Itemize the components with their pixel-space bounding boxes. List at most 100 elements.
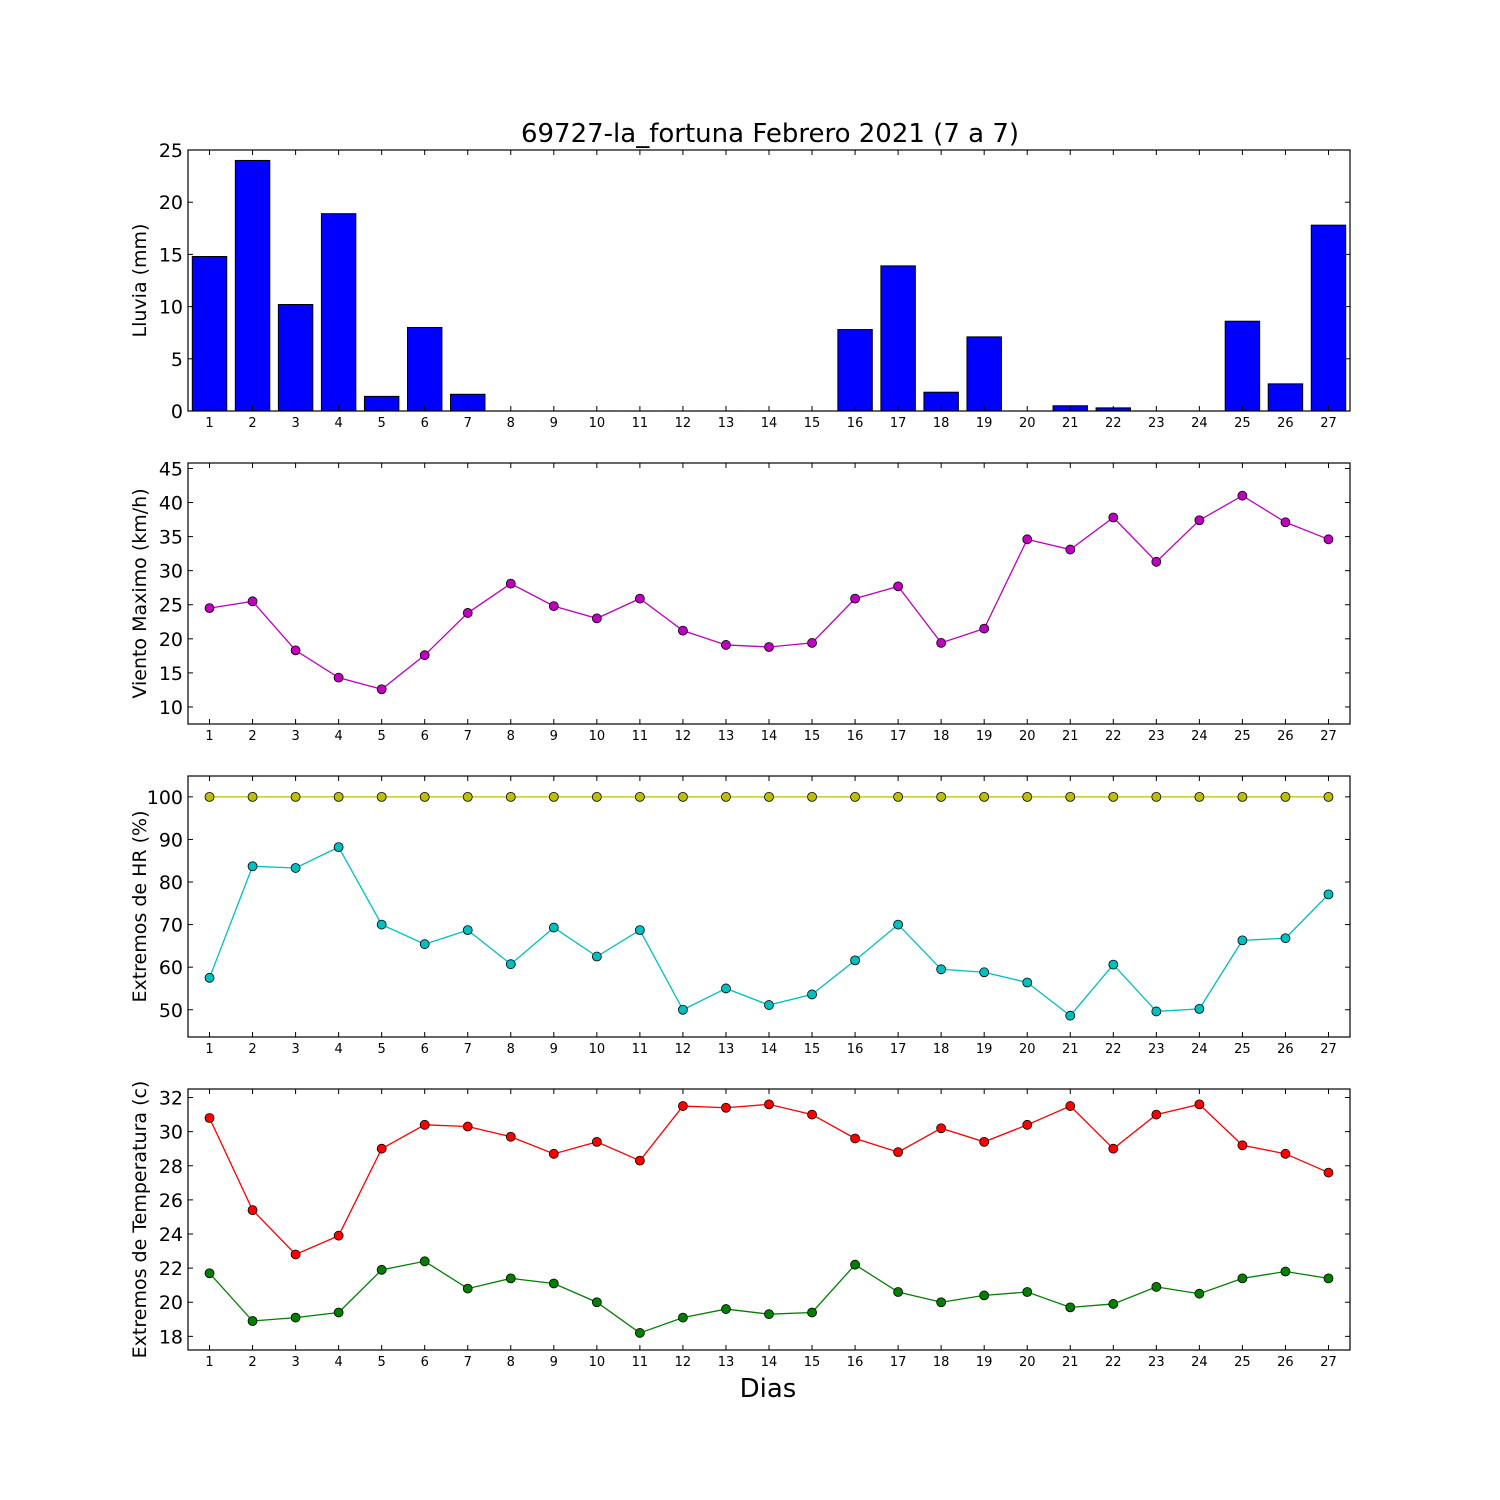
- series-1-point-day-15: [807, 791, 817, 802]
- x-tick-label: 5: [378, 416, 386, 431]
- x-tick-label: 13: [718, 1355, 735, 1370]
- x-tick-label: 9: [550, 1042, 558, 1057]
- x-tick-label: 11: [632, 1355, 649, 1370]
- x-tick-label: 12: [675, 1042, 692, 1057]
- series-1-point-day-25: [1237, 490, 1248, 501]
- series-2-point-day-13: [721, 983, 731, 994]
- x-axis-label: Dias: [740, 1374, 797, 1404]
- series-1-point-day-6: [419, 791, 430, 802]
- series-1-point-day-19: [979, 623, 990, 634]
- x-tick-label: 22: [1105, 729, 1122, 744]
- x-tick-label: 6: [421, 416, 429, 431]
- series-2-point-day-14: [764, 1000, 774, 1010]
- rain-bar-day-16: [837, 329, 873, 412]
- series-2-point-day-25: [1237, 1273, 1248, 1284]
- x-tick-label: 2: [248, 1355, 256, 1370]
- x-tick-label: 26: [1277, 1355, 1294, 1370]
- series-1-point-day-11: [634, 593, 645, 604]
- rain-bar-day-6: [406, 326, 443, 412]
- x-tick-label: 26: [1277, 416, 1294, 431]
- series-2-point-day-6: [419, 939, 430, 950]
- series-1-point-day-23: [1151, 1109, 1162, 1120]
- series-2-point-day-4: [333, 842, 344, 853]
- series-1-point-day-21: [1065, 791, 1076, 802]
- y-tick-label: 30: [159, 561, 183, 583]
- x-tick-label: 3: [291, 729, 299, 744]
- series-1-point-day-4: [333, 672, 344, 683]
- x-tick-label: 16: [847, 729, 864, 744]
- rain-bar-day-2: [234, 159, 271, 412]
- series-1-point-day-9: [548, 1148, 559, 1159]
- series-2-point-day-2: [247, 1316, 258, 1326]
- x-tick-label: 27: [1320, 729, 1337, 744]
- series-2-point-day-21: [1065, 1010, 1076, 1021]
- series-2-point-day-4: [333, 1307, 344, 1318]
- x-tick-label: 14: [761, 416, 778, 431]
- series-1-point-day-20: [1022, 1119, 1033, 1130]
- series-1-point-day-16: [850, 791, 860, 802]
- series-1-point-day-27: [1323, 1167, 1334, 1178]
- x-tick-label: 3: [291, 1042, 299, 1057]
- x-tick-label: 4: [334, 729, 342, 744]
- chart-title: 69727-la_fortuna Febrero 2021 (7 a 7): [521, 119, 1019, 149]
- y-tick-label: 18: [159, 1326, 183, 1348]
- series-2-point-day-16: [850, 1259, 860, 1270]
- series-1-point-day-12: [678, 1101, 688, 1111]
- series-2-point-day-24: [1194, 1003, 1205, 1014]
- x-tick-label: 20: [1019, 1042, 1036, 1057]
- series-2-point-day-18: [936, 964, 947, 975]
- series-2-point-day-11: [634, 1328, 645, 1338]
- series-2-point-day-1: [204, 1268, 215, 1279]
- series-2-point-day-5: [376, 919, 387, 930]
- y-tick-label: 26: [159, 1190, 183, 1212]
- x-tick-label: 10: [589, 1355, 606, 1370]
- x-tick-label: 9: [550, 416, 558, 431]
- series-2-point-day-15: [807, 989, 817, 1000]
- series-2-point-day-6: [419, 1256, 430, 1267]
- series-2-point-day-12: [678, 1004, 688, 1015]
- x-tick-label: 25: [1234, 729, 1251, 744]
- series-2-point-day-18: [936, 1297, 947, 1308]
- x-tick-label: 24: [1191, 729, 1208, 744]
- x-tick-label: 23: [1148, 729, 1165, 744]
- y-tick-label: 10: [159, 697, 183, 719]
- rain-bar-day-19: [966, 336, 1002, 412]
- series-1-point-day-14: [764, 791, 774, 802]
- rain-bar-day-25: [1224, 320, 1261, 412]
- x-tick-label: 14: [761, 1042, 778, 1057]
- x-tick-label: 1: [205, 1355, 213, 1370]
- series-1-point-day-25: [1237, 1140, 1248, 1151]
- x-tick-label: 16: [847, 1355, 864, 1370]
- series-1-point-day-7: [462, 791, 473, 802]
- series-2-point-day-22: [1108, 959, 1119, 970]
- x-tick-label: 1: [205, 729, 213, 744]
- y-tick-label: 80: [159, 872, 183, 894]
- series-2-point-day-17: [893, 919, 904, 930]
- y-tick-label: 5: [171, 349, 183, 371]
- x-tick-label: 1: [205, 1042, 213, 1057]
- rain-bar-day-4: [320, 213, 357, 412]
- series-1-point-day-25: [1237, 791, 1248, 802]
- x-tick-label: 6: [421, 1042, 429, 1057]
- rain-bar-day-1: [191, 255, 228, 412]
- series-1-point-day-18: [936, 638, 947, 648]
- series-1-point-day-16: [850, 1133, 860, 1144]
- rain-bar-day-17: [880, 265, 916, 412]
- x-tick-label: 4: [334, 1355, 342, 1370]
- series-2-point-day-25: [1237, 935, 1248, 946]
- x-tick-label: 18: [933, 729, 950, 744]
- x-tick-label: 27: [1320, 1355, 1337, 1370]
- series-1-point-day-2: [247, 791, 258, 802]
- x-tick-label: 21: [1062, 1355, 1079, 1370]
- series-1-point-day-6: [419, 650, 430, 661]
- series-1-point-day-12: [678, 625, 688, 636]
- x-tick-label: 8: [507, 729, 515, 744]
- x-tick-label: 1: [205, 416, 213, 431]
- series-2-point-day-19: [979, 1290, 990, 1301]
- series-1-point-day-13: [721, 640, 731, 650]
- series-1-point-day-2: [247, 1205, 258, 1216]
- series-2-point-day-3: [290, 863, 301, 873]
- x-tick-label: 21: [1062, 729, 1079, 744]
- series-1-point-day-1: [204, 791, 215, 802]
